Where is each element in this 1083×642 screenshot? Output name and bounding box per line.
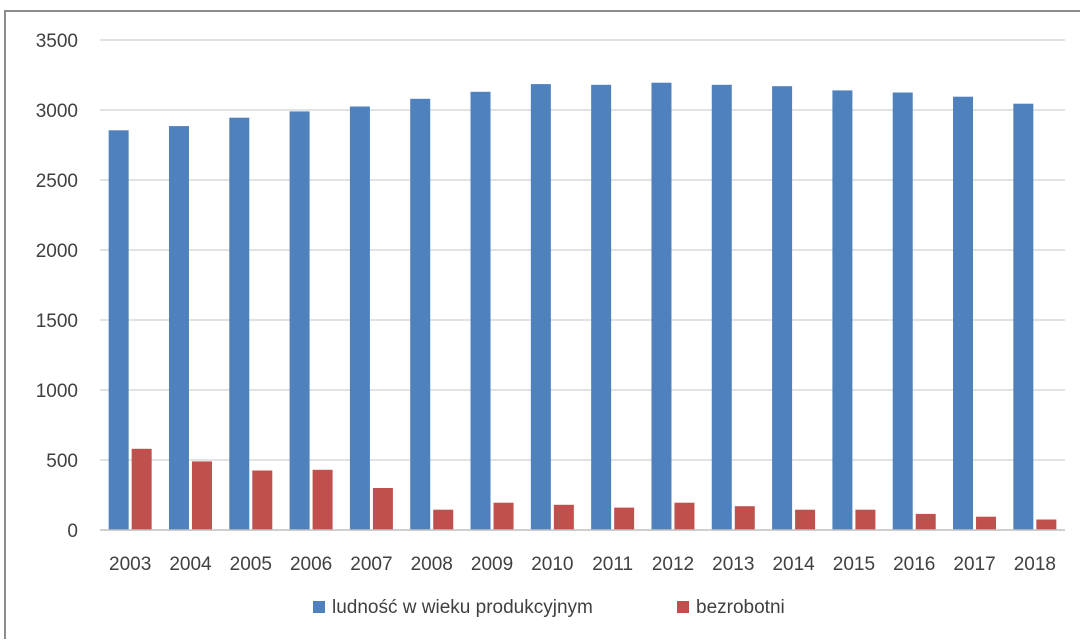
bar-unemployed-2005 — [252, 470, 273, 530]
x-tick-label: 2011 — [592, 554, 633, 575]
legend-label-working-age: ludność w wieku produkcyjnym — [332, 597, 593, 618]
bar-unemployed-2009 — [493, 502, 514, 530]
x-tick-label: 2017 — [953, 554, 995, 575]
legend: ludność w wieku produkcyjnym bezrobotni — [313, 597, 785, 618]
x-tick-label: 2014 — [772, 554, 815, 575]
bar-unemployed-2003 — [131, 448, 152, 530]
y-tick-label: 3000 — [36, 101, 78, 122]
legend-swatch-unemployed — [677, 601, 689, 613]
x-tick-label: 2010 — [531, 554, 573, 575]
x-tick-label: 2003 — [109, 554, 151, 575]
bar-working-age-2013 — [711, 84, 732, 531]
y-tick-label: 500 — [46, 451, 78, 472]
y-tick-label: 2500 — [36, 171, 78, 192]
y-axis-ticks: 0 500 1000 1500 2000 2500 3000 3500 — [36, 31, 78, 542]
bar-unemployed-2004 — [191, 461, 212, 530]
bar-unemployed-2010 — [553, 504, 574, 530]
bar-working-age-2009 — [470, 91, 491, 531]
bar-working-age-2014 — [772, 86, 793, 530]
bar-working-age-2011 — [591, 84, 612, 531]
bar-working-age-2018 — [1013, 103, 1034, 530]
x-tick-label: 2015 — [833, 554, 875, 575]
legend-label-unemployed: bezrobotni — [696, 597, 785, 618]
bar-unemployed-2017 — [976, 516, 997, 530]
bar-unemployed-2008 — [433, 509, 454, 530]
x-axis-ticks: 2003 2004 2005 2006 2007 2008 2009 2010 2011 2012… — [109, 554, 1056, 575]
bar-working-age-2006 — [289, 111, 310, 531]
y-tick-label: 1000 — [36, 381, 78, 402]
x-tick-label: 2009 — [471, 554, 513, 575]
bar-working-age-2016 — [892, 92, 913, 530]
bar-unemployed-2014 — [795, 509, 816, 530]
y-tick-label: 3500 — [36, 31, 78, 52]
x-tick-label: 2016 — [893, 554, 935, 575]
chart-frame — [4, 10, 1080, 639]
x-tick-label: 2013 — [712, 554, 754, 575]
bar-working-age-2004 — [168, 126, 189, 530]
bar-unemployed-2013 — [734, 506, 755, 530]
bar-working-age-2008 — [410, 98, 431, 531]
bar-working-age-2012 — [651, 82, 672, 530]
y-tick-label: 2000 — [36, 241, 78, 262]
bar-unemployed-2018 — [1036, 519, 1057, 530]
y-tick-label: 1500 — [36, 311, 78, 332]
bar-unemployed-2015 — [855, 509, 876, 530]
bar-working-age-2010 — [530, 84, 551, 530]
bar-working-age-2007 — [349, 106, 370, 530]
bars — [108, 82, 1057, 531]
bar-working-age-2017 — [953, 96, 974, 530]
legend-swatch-working-age — [313, 601, 325, 613]
y-tick-label: 0 — [67, 521, 78, 542]
bar-working-age-2005 — [229, 117, 250, 530]
bar-unemployed-2007 — [372, 488, 393, 530]
bar-working-age-2003 — [108, 130, 129, 531]
x-tick-label: 2005 — [230, 554, 272, 575]
bar-unemployed-2006 — [312, 469, 333, 530]
x-tick-label: 2018 — [1014, 554, 1056, 575]
bar-unemployed-2011 — [614, 507, 635, 530]
x-tick-label: 2008 — [411, 554, 453, 575]
bar-unemployed-2016 — [915, 513, 936, 530]
x-tick-label: 2007 — [350, 554, 392, 575]
bar-working-age-2015 — [832, 90, 853, 531]
x-tick-label: 2012 — [652, 554, 694, 575]
x-tick-label: 2006 — [290, 554, 332, 575]
x-tick-label: 2004 — [169, 554, 212, 575]
bar-unemployed-2012 — [674, 502, 695, 530]
